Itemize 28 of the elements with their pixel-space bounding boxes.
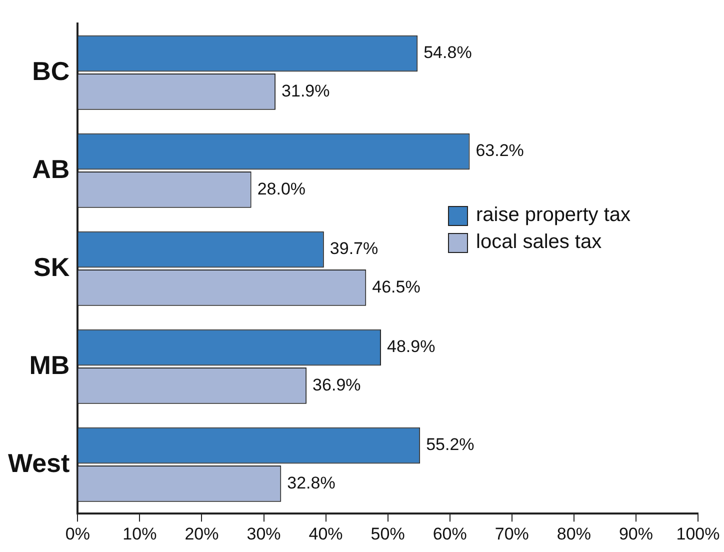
x-tick-label: 70% bbox=[494, 524, 529, 544]
x-tick-label: 30% bbox=[246, 524, 281, 544]
data-label: 63.2% bbox=[476, 141, 524, 160]
y-tick-label: BC bbox=[32, 56, 70, 86]
data-label: 31.9% bbox=[282, 81, 330, 100]
x-tick-label: 100% bbox=[676, 524, 720, 544]
data-label: 55.2% bbox=[426, 435, 474, 454]
legend-label: raise property tax bbox=[476, 204, 631, 227]
x-tick-label: 80% bbox=[556, 524, 591, 544]
data-label: 54.8% bbox=[424, 43, 472, 62]
data-label: 46.5% bbox=[372, 277, 420, 296]
data-label: 32.8% bbox=[287, 473, 336, 492]
x-tick-label: 20% bbox=[184, 524, 219, 544]
legend-label: local sales tax bbox=[476, 231, 602, 254]
x-tick-label: 40% bbox=[308, 524, 343, 544]
data-label: 36.9% bbox=[312, 375, 361, 394]
x-tick-label: 50% bbox=[370, 524, 405, 544]
y-tick-label: SK bbox=[34, 252, 70, 282]
y-tick-label: AB bbox=[32, 154, 70, 184]
x-tick-label: 90% bbox=[618, 524, 653, 544]
data-label: 48.9% bbox=[387, 337, 436, 356]
y-tick-label: MB bbox=[29, 350, 70, 380]
x-tick-label: 0% bbox=[65, 524, 90, 544]
y-tick-label: West bbox=[8, 448, 70, 478]
x-tick-label: 60% bbox=[432, 524, 467, 544]
data-label: 28.0% bbox=[257, 179, 306, 198]
x-tick-label: 10% bbox=[122, 524, 157, 544]
data-label: 39.7% bbox=[330, 239, 378, 258]
